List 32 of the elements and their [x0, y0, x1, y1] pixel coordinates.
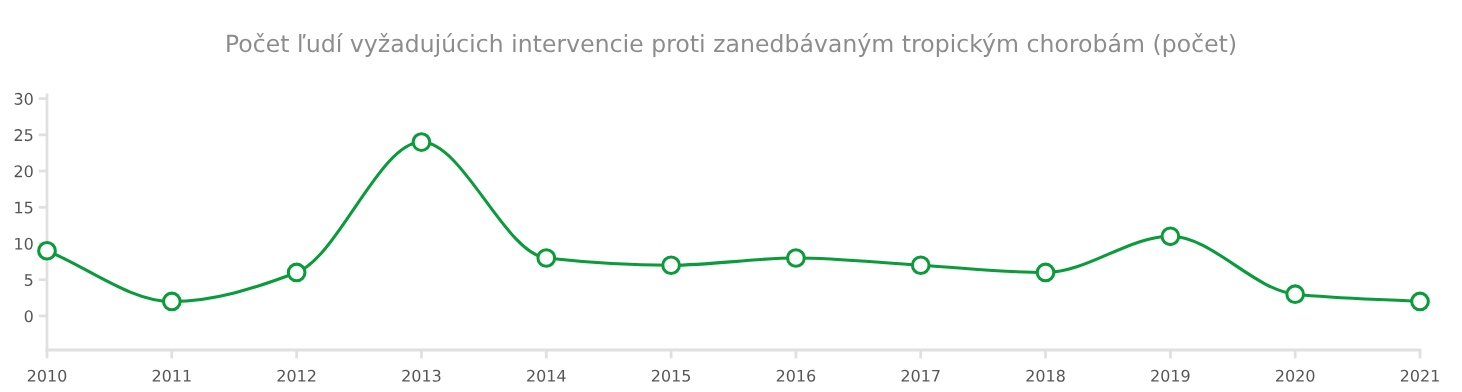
- y-tick-label: 20: [14, 165, 33, 178]
- point: [286, 262, 307, 283]
- point: [661, 255, 681, 276]
- y-tick-label: 10: [15, 237, 33, 250]
- y-tick-label: 0: [24, 310, 33, 323]
- x-tick-label: 2011: [152, 369, 191, 382]
- x-tick-label: 2015: [651, 369, 691, 382]
- point: [37, 240, 57, 261]
- chart-title: Počet ľudí vyžadujúcich intervencie proti zanedbávaným tropickým chorobám (počet): [227, 33, 1236, 57]
- point: [536, 248, 557, 268]
- point: [1285, 284, 1306, 305]
- y-tick-label: 30: [14, 92, 33, 105]
- point: [1160, 226, 1181, 247]
- x-tick-label: 2012: [277, 369, 316, 382]
- point: [1410, 291, 1430, 312]
- point: [910, 255, 931, 276]
- point: [411, 132, 432, 152]
- x-tick-label: 2018: [1026, 369, 1065, 382]
- x-tick-label: 2019: [1151, 369, 1190, 382]
- point: [786, 248, 806, 268]
- point: [161, 291, 182, 312]
- x-tick-label: 2014: [527, 369, 566, 382]
- y-tick-label: 25: [14, 129, 33, 142]
- x-tick-label: 2010: [27, 369, 67, 382]
- x-tick-label: 2021: [1400, 369, 1439, 382]
- x-tick-label: 2017: [901, 369, 940, 382]
- x-tick-label: 2016: [776, 369, 816, 382]
- y-tick-label: 15: [15, 201, 33, 214]
- x-tick-label: 2020: [1276, 369, 1315, 382]
- x-tick-label: 2013: [402, 369, 441, 382]
- point: [1035, 262, 1056, 283]
- y-tick-label: 5: [24, 274, 33, 287]
